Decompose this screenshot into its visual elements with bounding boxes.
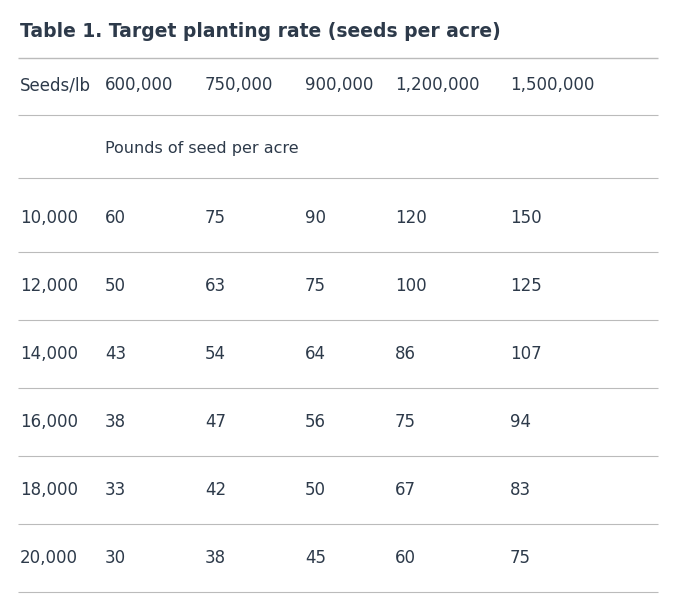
Text: 63: 63 <box>205 277 226 295</box>
Text: 60: 60 <box>395 549 416 567</box>
Text: 10,000: 10,000 <box>20 209 78 227</box>
Text: 75: 75 <box>205 209 226 227</box>
Text: 30: 30 <box>105 549 126 567</box>
Text: 33: 33 <box>105 481 126 499</box>
Text: 1,500,000: 1,500,000 <box>510 76 595 94</box>
Text: 67: 67 <box>395 481 416 499</box>
Text: 12,000: 12,000 <box>20 277 78 295</box>
Text: 43: 43 <box>105 345 126 363</box>
Text: 50: 50 <box>305 481 326 499</box>
Text: 100: 100 <box>395 277 426 295</box>
Text: 83: 83 <box>510 481 531 499</box>
Text: 94: 94 <box>510 413 531 431</box>
Text: 42: 42 <box>205 481 226 499</box>
Text: 56: 56 <box>305 413 326 431</box>
Text: 14,000: 14,000 <box>20 345 78 363</box>
Text: 900,000: 900,000 <box>305 76 374 94</box>
Text: 750,000: 750,000 <box>205 76 273 94</box>
Text: 125: 125 <box>510 277 542 295</box>
Text: 38: 38 <box>205 549 226 567</box>
Text: 20,000: 20,000 <box>20 549 78 567</box>
Text: 64: 64 <box>305 345 326 363</box>
Text: 107: 107 <box>510 345 542 363</box>
Text: 86: 86 <box>395 345 416 363</box>
Text: 47: 47 <box>205 413 226 431</box>
Text: 75: 75 <box>510 549 531 567</box>
Text: 1,200,000: 1,200,000 <box>395 76 479 94</box>
Text: Seeds/lb: Seeds/lb <box>20 76 91 94</box>
Text: 75: 75 <box>395 413 416 431</box>
Text: Table 1. Target planting rate (seeds per acre): Table 1. Target planting rate (seeds per… <box>20 22 501 41</box>
Text: 90: 90 <box>305 209 326 227</box>
Text: 120: 120 <box>395 209 426 227</box>
Text: 45: 45 <box>305 549 326 567</box>
Text: 600,000: 600,000 <box>105 76 174 94</box>
Text: 38: 38 <box>105 413 126 431</box>
Text: Pounds of seed per acre: Pounds of seed per acre <box>105 140 298 155</box>
Text: 50: 50 <box>105 277 126 295</box>
Text: 75: 75 <box>305 277 326 295</box>
Text: 150: 150 <box>510 209 542 227</box>
Text: 16,000: 16,000 <box>20 413 78 431</box>
Text: 18,000: 18,000 <box>20 481 78 499</box>
Text: 54: 54 <box>205 345 226 363</box>
Text: 60: 60 <box>105 209 126 227</box>
